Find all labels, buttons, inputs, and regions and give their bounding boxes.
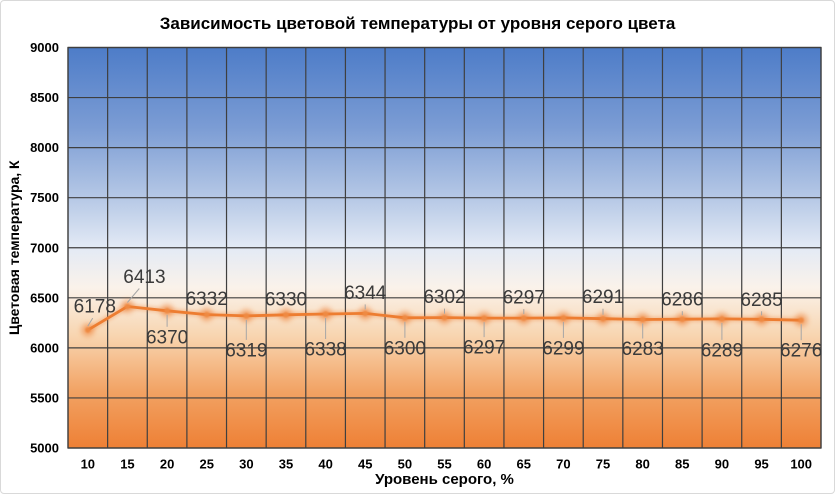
data-label: 6338 <box>304 340 346 361</box>
y-tick-label: 5000 <box>30 441 59 456</box>
x-axis-title: Уровень серого, % <box>375 471 514 488</box>
data-label: 6276 <box>780 341 822 362</box>
marker <box>283 312 289 318</box>
marker <box>481 315 487 321</box>
line-series <box>81 300 808 337</box>
x-tick-label: 80 <box>635 457 649 472</box>
plot-border <box>67 46 822 449</box>
data-label: 6291 <box>582 287 624 308</box>
data-label: 6332 <box>186 289 228 310</box>
gridlines <box>67 46 822 449</box>
x-tick-label: 70 <box>556 457 570 472</box>
x-tick-label: 60 <box>477 457 491 472</box>
y-tick-label: 7000 <box>30 240 59 255</box>
y-tick-label: 9000 <box>30 40 59 55</box>
marker <box>520 315 527 321</box>
x-tick-label: 100 <box>790 457 812 472</box>
y-tick-label: 7500 <box>30 190 59 205</box>
marker <box>164 308 170 314</box>
marker <box>560 315 567 321</box>
x-tick-label: 55 <box>437 457 451 472</box>
data-label: 6297 <box>463 338 505 359</box>
y-tick-label: 8500 <box>30 90 59 105</box>
x-tick-label: 45 <box>358 457 372 472</box>
chart-title: Зависимость цветовой температуры от уров… <box>159 14 676 33</box>
data-label: 6302 <box>423 287 465 308</box>
marker <box>719 316 725 322</box>
marker <box>679 316 686 323</box>
marker <box>402 315 408 321</box>
data-label: 6289 <box>701 340 743 361</box>
x-tick-label: 85 <box>675 457 689 472</box>
marker <box>322 311 329 317</box>
data-labels: 6178 6413 6370 6332 6319 6330 6338 6344 6300 6302… <box>74 267 823 362</box>
data-label: 6300 <box>384 338 426 359</box>
marker <box>600 315 606 322</box>
x-tick-label: 90 <box>715 457 729 472</box>
data-label: 6330 <box>265 289 307 310</box>
marker <box>362 310 369 317</box>
data-label: 6344 <box>344 283 387 304</box>
data-label: 6178 <box>74 297 116 318</box>
y-tick-label: 6000 <box>30 340 59 355</box>
x-tick-label: 65 <box>517 457 531 472</box>
label-leader-line <box>87 317 94 327</box>
data-label: 6286 <box>661 290 703 311</box>
x-tick-label: 40 <box>318 457 332 472</box>
x-tick-label: 30 <box>239 457 253 472</box>
x-tick-label: 25 <box>199 457 213 472</box>
x-tick-label: 95 <box>754 457 768 472</box>
data-label: 6283 <box>622 339 664 360</box>
marker <box>758 316 765 323</box>
x-tick-label: 75 <box>596 457 610 472</box>
x-tick-label: 15 <box>120 457 134 472</box>
x-tick-label: 50 <box>398 457 412 472</box>
marker <box>85 327 91 333</box>
axis-tick-labels: 9000 8500 8000 7500 7000 6500 6000 5500 5000 10 15… <box>30 40 812 472</box>
y-tick-label: 8000 <box>30 140 59 155</box>
marker <box>639 316 646 323</box>
y-tick-label: 6500 <box>30 290 59 305</box>
data-label: 6319 <box>225 340 267 361</box>
marker <box>203 311 210 318</box>
marker <box>441 314 448 321</box>
x-tick-label: 10 <box>81 457 95 472</box>
data-label: 6297 <box>503 288 545 309</box>
marker <box>243 313 250 319</box>
marker <box>124 303 131 310</box>
label-leader-line <box>127 288 140 303</box>
data-label: 6370 <box>146 327 188 348</box>
data-label: 6413 <box>123 267 165 288</box>
y-tick-label: 5500 <box>30 390 59 405</box>
data-label: 6299 <box>542 338 584 359</box>
x-tick-label: 35 <box>279 457 293 472</box>
data-label: 6285 <box>740 290 782 311</box>
marker <box>798 317 804 324</box>
x-tick-label: 20 <box>160 457 174 472</box>
